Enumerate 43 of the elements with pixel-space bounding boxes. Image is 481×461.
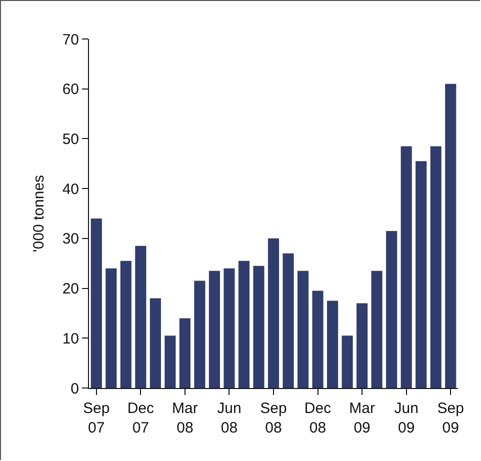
bar <box>400 146 412 388</box>
x-tick-label: Jun 08 <box>217 400 242 436</box>
bar <box>327 300 338 388</box>
x-tick-label: Mar 08 <box>172 400 198 436</box>
bar <box>416 161 427 388</box>
bar <box>164 336 176 388</box>
bar <box>356 303 368 388</box>
bar <box>179 318 190 388</box>
bar <box>135 246 146 388</box>
bar <box>90 218 102 388</box>
x-tick-label: Dec 07 <box>127 400 154 436</box>
bar <box>282 253 294 388</box>
y-tick-label: 30 <box>62 230 79 248</box>
bar <box>430 146 442 388</box>
bar <box>342 336 353 388</box>
bar <box>194 280 206 388</box>
bar <box>371 270 382 388</box>
bar <box>238 260 250 388</box>
bar <box>208 270 220 388</box>
bar <box>297 270 309 388</box>
y-tick-label: 40 <box>62 180 79 198</box>
x-tick-label: Mar 09 <box>349 400 375 436</box>
bar <box>312 290 324 388</box>
x-tick-label: Sep 07 <box>83 400 110 436</box>
y-tick-label: 10 <box>62 330 79 348</box>
bar <box>106 268 117 388</box>
y-tick-label: 20 <box>62 280 79 298</box>
x-tick-label: Sep 08 <box>260 400 287 436</box>
bar <box>386 230 398 388</box>
bar <box>224 268 235 388</box>
bar <box>445 84 456 388</box>
y-tick-label: 70 <box>62 31 79 48</box>
bar <box>150 298 161 388</box>
x-tick-label: Sep 09 <box>437 400 464 436</box>
y-axis-title: '000 tonnes <box>30 174 48 252</box>
bar <box>120 260 132 388</box>
y-tick-label: 50 <box>62 130 79 148</box>
x-tick-label: Jun 09 <box>394 400 418 436</box>
bar <box>268 238 280 388</box>
y-tick-label: 60 <box>62 81 79 98</box>
y-tick-label: 0 <box>70 380 79 398</box>
x-tick-label: Dec 08 <box>304 400 332 436</box>
bar <box>253 266 264 388</box>
